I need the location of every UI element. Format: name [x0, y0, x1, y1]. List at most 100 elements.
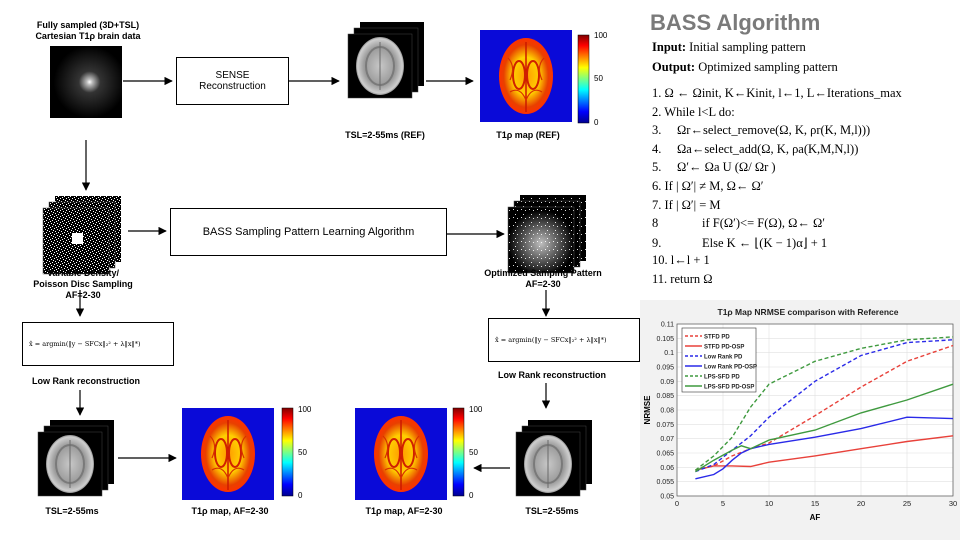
ref-t1-map [479, 29, 573, 123]
x-tick-label: 20 [857, 499, 865, 508]
chart-legend: STFD PD STFD PD-OSP Low Rank PD Low Rank PD… [681, 327, 757, 393]
y-tick-label: 0.055 [656, 479, 674, 486]
source-label: Fully sampled (3D+TSL) Cartesian T1ρ bra… [18, 20, 158, 42]
source-label-line2: Cartesian T1ρ brain data [35, 31, 141, 41]
y-tick-label: 0.11 [661, 322, 674, 329]
y-tick-label: 0.065 [656, 451, 674, 458]
algorithm-step: 7. If | Ω′| = M [652, 197, 721, 212]
ref-map-label: T1ρ map (REF) [496, 130, 560, 140]
output-value: Optimized sampling pattern [695, 60, 838, 74]
y-tick-label: 0.095 [656, 365, 674, 372]
y-tick-label: 0.05 [660, 494, 674, 501]
ref-stack-label: TSL=2-55ms (REF) [345, 130, 425, 140]
ref-colorbar-tick-50: 50 [594, 74, 603, 83]
bl-colorbar-tick-0: 0 [298, 491, 303, 500]
algorithm-step: 4. Ωa←select_add(Ω, K, ρa(K,M,N,l)) [652, 141, 859, 156]
bottom-left-map-label: T1ρ map, AF=2-30 [191, 506, 269, 516]
lowrank-label-left: Low Rank reconstruction [31, 376, 140, 386]
series-line [695, 383, 954, 473]
x-tick-label: 0 [675, 499, 679, 508]
source-label-line1: Fully sampled (3D+TSL) [36, 20, 140, 30]
sampling-mask-stack [42, 196, 121, 275]
ref-colorbar [577, 34, 590, 124]
algorithm-step: 2. While l<L do: [652, 104, 735, 119]
optimized-label-line1: Optimized Samping Pattern [484, 268, 602, 278]
sense-box-line1: SENSE [215, 70, 250, 81]
legend-box [681, 327, 757, 393]
bottom-right-stack-label: TSL=2-55ms [525, 506, 579, 516]
legend-label: Low Rank PD-OSP [704, 365, 757, 371]
input-key: Input: [652, 40, 687, 54]
x-tick-label: 5 [721, 499, 725, 508]
algorithm-step: 10. l←l + 1 [652, 253, 710, 268]
bass-box: BASS Sampling Pattern Learning Algorithm [170, 208, 447, 256]
nrmse-chart: T1ρ Map NRMSE comparison with Reference … [640, 300, 960, 540]
br-colorbar-tick-0: 0 [469, 491, 474, 500]
lowrank-label-right: Low Rank reconstruction [497, 370, 606, 380]
algorithm-title: BASS Algorithm [650, 10, 821, 35]
y-tick-label: 0.085 [656, 393, 674, 400]
y-tick-label: 0.07 [660, 436, 674, 443]
bottom-right-colorbar [452, 407, 465, 497]
optimized-label: Optimized Samping Pattern AF=2-30 [478, 268, 608, 290]
bl-colorbar-tick-100: 100 [298, 405, 312, 414]
kspace-image [50, 46, 122, 118]
series-line [695, 339, 954, 473]
legend-label: LPS-SFD PD-OSP [704, 385, 754, 391]
br-colorbar-tick-100: 100 [469, 405, 483, 414]
input-value: Initial sampling pattern [686, 40, 806, 54]
sense-box-line2: Reconstruction [199, 81, 266, 92]
algorithm-step: 1. Ω ← Ωinit, K←Kinit, l←1, L←Iterations… [652, 86, 902, 100]
br-colorbar-tick-50: 50 [469, 448, 478, 457]
chart-xlabel: AF [810, 513, 821, 522]
pipeline-diagram [37, 21, 593, 501]
lowrank-equation-left: x̂ = argmin(‖y − SFCx‖₂² + λ‖x‖*) [22, 322, 174, 366]
x-tick-label: 25 [903, 499, 911, 508]
lowrank-equation-right: x̂ = argmin(‖y − SFCx‖₂² + λ‖x‖*) [488, 318, 640, 362]
sampling-label-line1: Variable Density/ [46, 268, 120, 278]
legend-label: STFD PD [704, 335, 730, 341]
x-tick-label: 30 [949, 499, 957, 508]
algorithm-step: 11. return Ω [652, 272, 713, 286]
bl-colorbar-tick-50: 50 [298, 448, 307, 457]
ref-colorbar-tick-100: 100 [594, 31, 608, 40]
algorithm-input: Input: Initial sampling pattern [652, 40, 806, 55]
chart-title: T1ρ Map NRMSE comparison with Reference [718, 307, 899, 317]
series-line [695, 344, 954, 471]
x-tick-label: 10 [765, 499, 773, 508]
y-tick-label: 0.075 [656, 422, 674, 429]
optimized-label-line2: AF=2-30 [525, 279, 561, 289]
algorithm-step: 3. Ωr←select_remove(Ω, K, ρr(K, M,l))) [652, 123, 871, 138]
x-tick-label: 15 [811, 499, 819, 508]
series-line [695, 435, 954, 471]
bottom-left-t1-map [181, 407, 275, 501]
bottom-right-brain-stack [515, 419, 593, 497]
y-tick-label: 0.105 [656, 336, 674, 343]
bottom-right-t1-map [354, 407, 448, 501]
algorithm-step: 5. Ω′← Ωa U (Ω/ Ωr ) [652, 160, 776, 175]
ref-colorbar-tick-0: 0 [594, 118, 599, 127]
legend-label: Low Rank PD [704, 355, 743, 361]
series-line [694, 336, 954, 471]
legend-label: STFD PD-OSP [704, 345, 744, 351]
output-key: Output: [652, 60, 696, 74]
algorithm-step: 9. Else K ← ⌊(K − 1)α⌋ + 1 [652, 235, 828, 250]
sampling-label-line3: AF=2-30 [65, 290, 101, 300]
bottom-left-stack-label: TSL=2-55ms [45, 506, 99, 516]
y-tick-label: 0.09 [660, 379, 674, 386]
chart-ylabel: NRMSE [643, 395, 652, 425]
sampling-label: Variable Density/ Poisson Disc Sampling … [18, 268, 148, 301]
bottom-left-colorbar [281, 407, 294, 497]
sense-box: SENSE Reconstruction [176, 57, 289, 105]
bottom-left-brain-stack [37, 419, 115, 497]
bottom-right-map-label: T1ρ map, AF=2-30 [365, 506, 443, 516]
algorithm-step: 6. If | Ω′| ≠ M, Ω← Ω′ [652, 179, 764, 193]
algorithm-step: 8 if F(Ω′)<= F(Ω), Ω← Ω′ [652, 216, 826, 231]
optimized-pattern-stack [507, 195, 586, 274]
algorithm-output: Output: Optimized sampling pattern [652, 60, 838, 75]
legend-label: LPS-SFD PD [704, 375, 740, 381]
sampling-label-line2: Poisson Disc Sampling [33, 279, 133, 289]
plot-frame [676, 323, 954, 497]
ref-brain-stack [347, 21, 425, 99]
y-tick-label: 0.08 [660, 408, 674, 415]
